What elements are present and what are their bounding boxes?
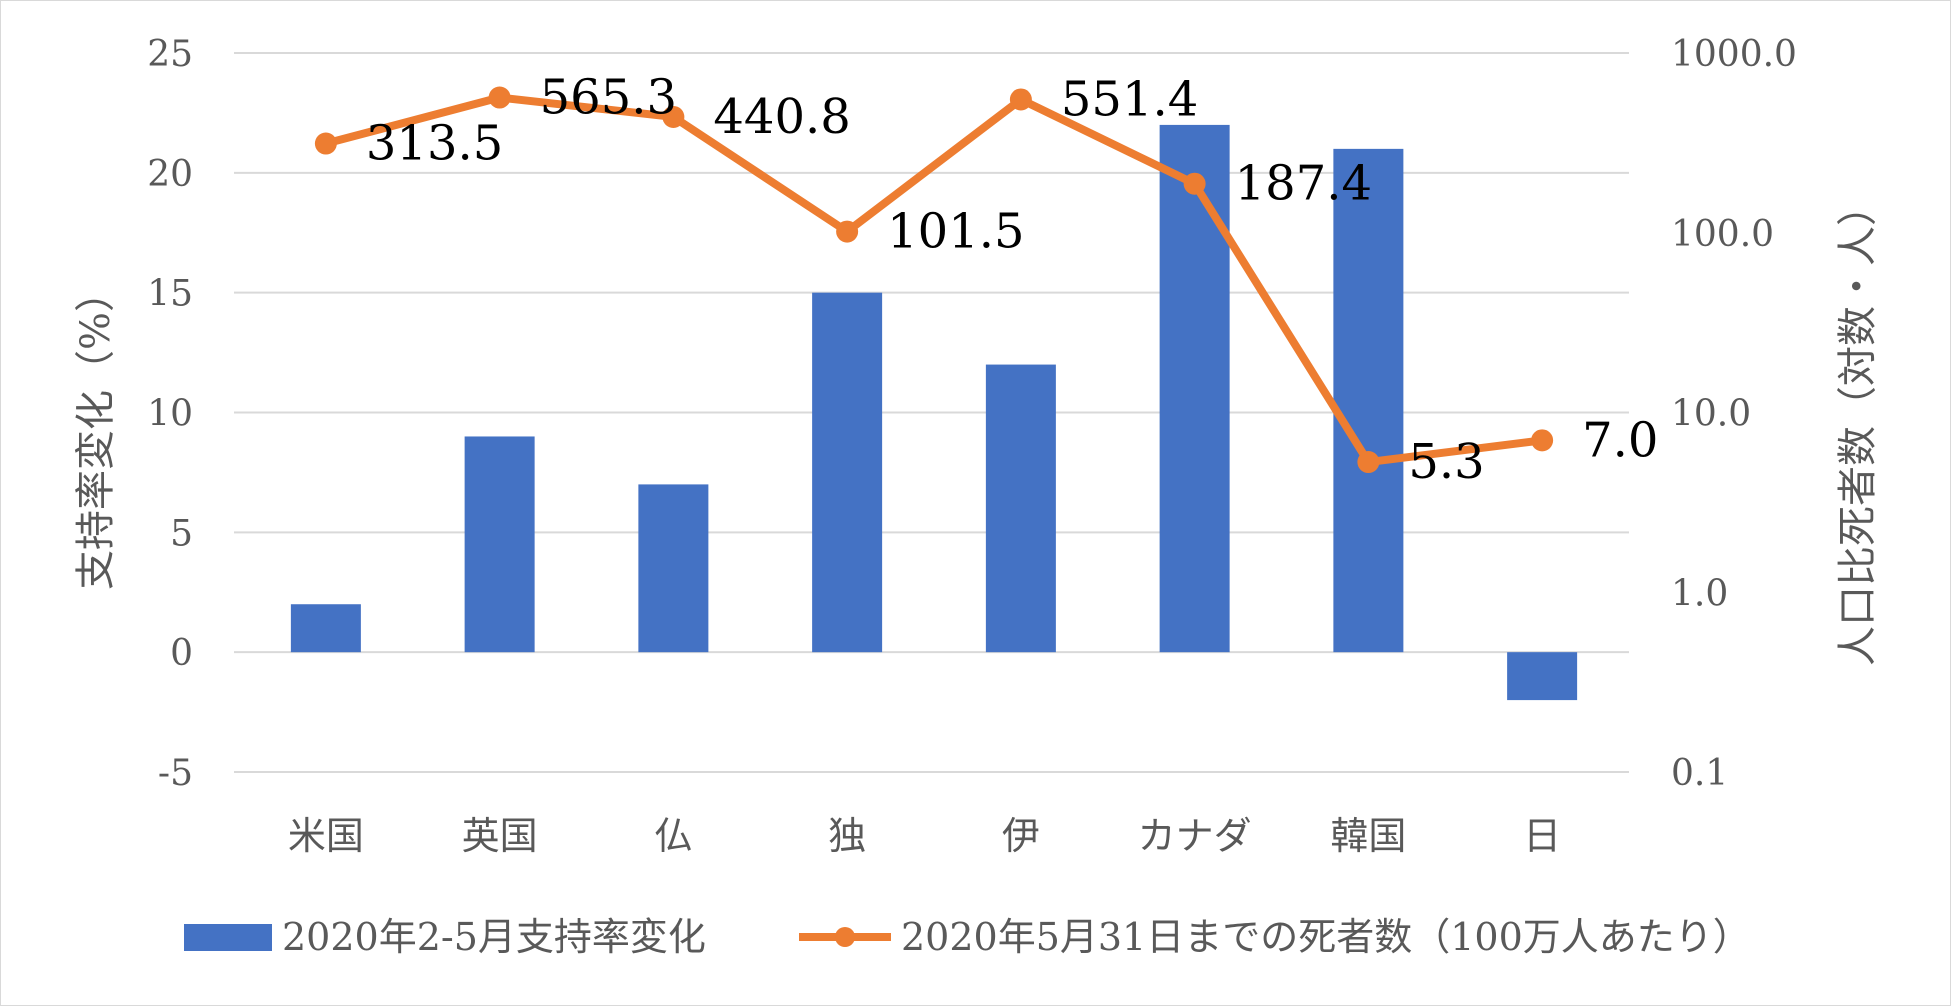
category-labels: 米国 英国 仏 独 伊 カナダ 韓国 日 xyxy=(288,814,1561,858)
right-tick-label: 0.1 xyxy=(1671,753,1728,794)
left-axis-ticks: -5 0 5 10 15 20 25 xyxy=(147,34,193,794)
category-label: 独 xyxy=(828,814,866,858)
right-tick-label: 1000.0 xyxy=(1671,34,1797,75)
category-label: 英国 xyxy=(462,814,538,858)
data-label: 7.0 xyxy=(1582,412,1658,468)
left-tick-label: -5 xyxy=(158,753,193,794)
right-axis-ticks: 0.1 1.0 10.0 100.0 1000.0 xyxy=(1671,34,1797,794)
bar-英国 xyxy=(464,436,535,653)
line-point-米国 xyxy=(314,132,337,155)
left-tick-label: 15 xyxy=(147,274,193,315)
bar-伊 xyxy=(985,364,1056,653)
bar-仏 xyxy=(638,484,709,653)
bar-米国 xyxy=(290,604,361,653)
line-point-日 xyxy=(1531,429,1554,452)
data-label: 187.4 xyxy=(1235,156,1372,212)
category-label: カナダ xyxy=(1138,814,1252,858)
data-label: 313.5 xyxy=(366,116,503,172)
right-tick-label: 100.0 xyxy=(1671,214,1774,255)
right-tick-label: 1.0 xyxy=(1671,573,1728,614)
line-series xyxy=(314,86,1554,474)
line-point-伊 xyxy=(1009,88,1032,111)
data-label: 5.3 xyxy=(1408,434,1484,490)
legend-line-marker xyxy=(835,927,855,947)
legend-bar-swatch xyxy=(184,924,272,951)
line-data-labels: 313.5 565.3 440.8 101.5 551.4 187.4 5.3 7.0 xyxy=(366,70,1659,491)
data-label: 101.5 xyxy=(887,204,1024,260)
legend-line-label: 2020年5月31日までの死者数（100万人あたり） xyxy=(901,915,1751,959)
data-label: 551.4 xyxy=(1061,71,1198,127)
right-axis-title: 人口比死者数（対数・人） xyxy=(1835,186,1881,666)
line-point-独 xyxy=(836,220,859,243)
line-point-英国 xyxy=(488,86,511,109)
data-label: 565.3 xyxy=(540,70,677,126)
bar-カナダ xyxy=(1159,124,1230,653)
legend-bar-label: 2020年2-5月支持率変化 xyxy=(282,915,706,959)
line-point-韓国 xyxy=(1357,451,1380,474)
line-point-カナダ xyxy=(1183,172,1206,195)
category-label: 米国 xyxy=(288,814,364,858)
line-point-仏 xyxy=(662,105,685,128)
category-label: 韓国 xyxy=(1330,814,1406,858)
category-label: 日 xyxy=(1523,814,1561,858)
bar-韓国 xyxy=(1333,148,1404,653)
bar-独 xyxy=(812,292,883,653)
right-tick-label: 10.0 xyxy=(1671,394,1751,435)
bar-日 xyxy=(1507,652,1578,701)
legend: 2020年2-5月支持率変化 2020年5月31日までの死者数（100万人あたり… xyxy=(184,915,1751,959)
left-axis-title: 支持率変化（%） xyxy=(73,272,119,590)
data-label: 440.8 xyxy=(713,89,850,145)
line-path xyxy=(324,93,1543,467)
category-label: 伊 xyxy=(1002,814,1040,858)
left-tick-label: 20 xyxy=(147,154,193,195)
left-tick-label: 10 xyxy=(147,394,193,435)
bar-series xyxy=(290,124,1578,701)
category-label: 仏 xyxy=(654,814,692,858)
left-tick-label: 0 xyxy=(170,633,193,674)
left-tick-label: 5 xyxy=(170,513,193,554)
left-tick-label: 25 xyxy=(147,34,193,75)
